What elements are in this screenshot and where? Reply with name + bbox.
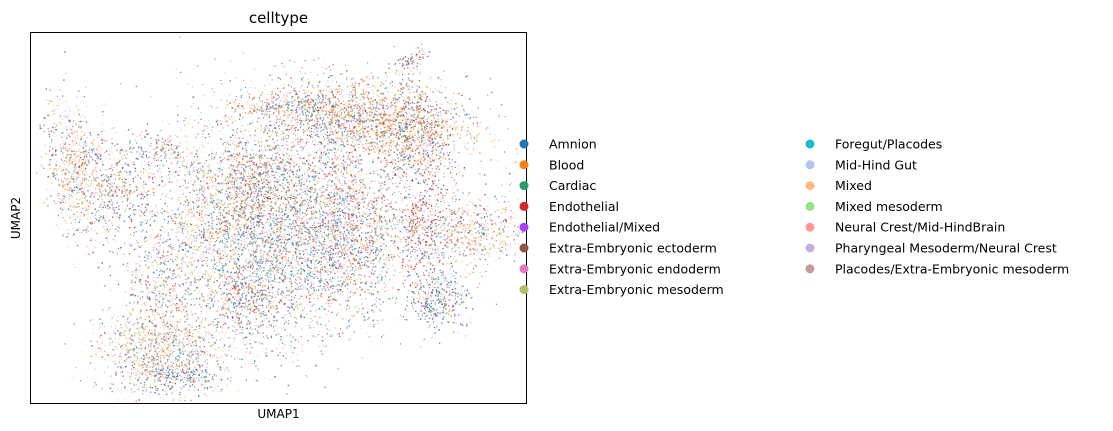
legend-marker bbox=[519, 201, 529, 211]
legend-marker bbox=[805, 222, 815, 232]
legend-label: Endothelial/Mixed bbox=[549, 220, 660, 235]
legend-marker bbox=[805, 243, 815, 253]
scatter-points bbox=[36, 36, 526, 402]
plot-frame bbox=[30, 32, 527, 404]
scatter-series bbox=[46, 58, 511, 390]
legend-label: Foregut/Placodes bbox=[835, 137, 942, 152]
legend-label: Extra-Embryonic ectoderm bbox=[549, 241, 717, 256]
x-axis-label: UMAP1 bbox=[257, 407, 299, 421]
legend-label: Endothelial bbox=[549, 199, 619, 214]
scatter-series bbox=[39, 52, 526, 402]
legend-marker bbox=[805, 139, 815, 149]
legend-label: Cardiac bbox=[549, 178, 596, 193]
scatter-series bbox=[40, 56, 518, 402]
legend-marker bbox=[519, 243, 529, 253]
chart-title: celltype bbox=[249, 9, 308, 27]
legend-marker bbox=[805, 264, 815, 274]
legend-label: Blood bbox=[549, 157, 584, 172]
legend-marker bbox=[519, 139, 529, 149]
legend-label: Mid-Hind Gut bbox=[835, 157, 917, 172]
legend-label: Amnion bbox=[549, 137, 597, 152]
legend-label: Extra-Embryonic endoderm bbox=[549, 261, 721, 276]
scatter-series bbox=[36, 46, 524, 401]
legend-label: Extra-Embryonic mesoderm bbox=[549, 282, 724, 297]
legend-marker bbox=[805, 181, 815, 191]
legend-marker bbox=[519, 160, 529, 170]
legend-marker bbox=[519, 285, 529, 295]
legend-label: Mixed mesoderm bbox=[835, 199, 943, 214]
legend-marker bbox=[519, 181, 529, 191]
scatter-series bbox=[47, 57, 512, 402]
legend-label: Neural Crest/Mid-HindBrain bbox=[835, 220, 1005, 235]
y-axis-label: UMAP2 bbox=[9, 197, 23, 239]
legend-marker bbox=[519, 222, 529, 232]
legend-label: Placodes/Extra-Embryonic mesoderm bbox=[835, 261, 1069, 276]
legend-marker bbox=[805, 201, 815, 211]
legend-label: Mixed bbox=[835, 178, 872, 193]
scatter-series bbox=[43, 76, 506, 394]
legend-label: Pharyngeal Mesoderm/Neural Crest bbox=[835, 241, 1057, 256]
legend: Amnion Blood Cardiac Endothelial Endothelial… bbox=[519, 137, 1069, 297]
legend-marker bbox=[519, 264, 529, 274]
legend-marker bbox=[805, 160, 815, 170]
